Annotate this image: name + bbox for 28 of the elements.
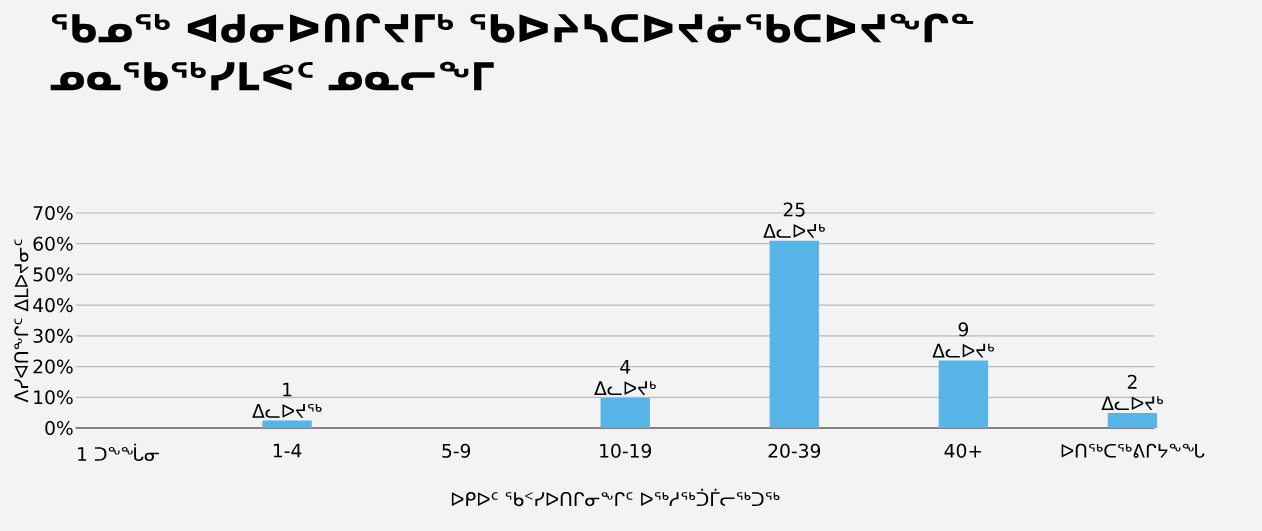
annotation: 4 ᐃᓚᐅᔪᒃ — [594, 360, 656, 395]
y-tick-label: 0% — [45, 420, 73, 436]
annotation: 2 ᐃᓚᐅᔪᒃ — [1101, 374, 1164, 410]
x-tick-label: 1 ᑐᖕᖔᓂ — [78, 443, 159, 462]
x-tick-label: 40+ — [944, 443, 982, 458]
bar — [769, 240, 819, 428]
annotation: 9 ᐃᓚᐅᔪᒃ — [932, 322, 995, 358]
y-tick-label: 30% — [33, 328, 73, 343]
x-tick-label: ᐅᑎᖅᑕᖅᕕᒋᔭᖕᖓ — [1061, 443, 1205, 458]
x-tick-label: 20-39 — [768, 443, 821, 458]
y-tick-label: 60% — [33, 236, 73, 251]
y-tick-label: 10% — [34, 390, 73, 405]
annotation: 25 ᐃᓚᐅᔪᒃ — [763, 202, 825, 238]
y-tick-label: 70% — [33, 205, 73, 221]
annotation: 1 ᐃᓚᐅᔪᖅ — [252, 382, 322, 418]
x-tick-label: 5-9 — [442, 443, 471, 458]
chart-title: ᖃᓄᖅ ᐊᑯᓂᐅᑎᒋᔪᒥᒃ ᖃᐅᔨᓴᑕᐅᔪᓃᖃᑕᐅᔪᖏᓐ ᓄᓇᖃᖅᓯᒪᕙᑦ ᓄᓇᓕᖕᒥ — [50, 13, 974, 91]
bar — [600, 397, 650, 428]
x-axis-title: ᐅᑭᐅᑦ ᖃᑉᓯᐅᑎᒋᓂᖕᒋᑦ ᐅᖅᓱᖅᑑᒦᓕᖅᑐᖅ — [451, 488, 780, 507]
bar — [938, 360, 989, 428]
bar — [262, 420, 312, 428]
y-tick-label: 50% — [33, 267, 73, 282]
x-tick-label: 1-4 — [273, 443, 302, 458]
bar — [1107, 412, 1158, 428]
y-axis-title: ᐱᓯᐊᑎᖕᒋᑦ ᐃᒪᐅᔪᓂᑦ — [14, 239, 29, 403]
y-tick-label: 20% — [33, 359, 73, 374]
y-tick-label: 40% — [33, 298, 73, 313]
x-tick-label: 10-19 — [600, 443, 652, 458]
